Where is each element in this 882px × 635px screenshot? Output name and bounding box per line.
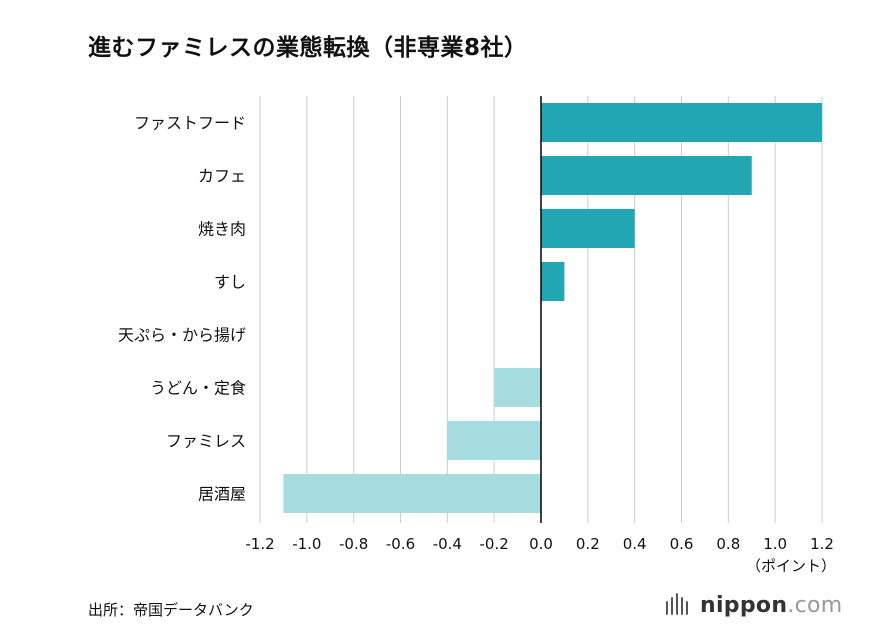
- x-unit-label: （ポイント）: [746, 557, 836, 575]
- x-tick-label: 1.2: [810, 535, 834, 553]
- bar: [541, 209, 635, 248]
- category-label: カフェ: [198, 167, 246, 186]
- x-tick-label: 0.0: [529, 535, 553, 553]
- chart-title: 進むファミレスの業態転換（非専業8社）: [88, 35, 528, 61]
- brand-name: nippon: [700, 593, 788, 618]
- bar: [541, 103, 822, 142]
- x-tick-label: -1.2: [245, 535, 274, 553]
- bar-chart: -1.2 -1.0 -0.8 -0.6 -0.4 -0.2 0.0 0.2 0.4 0.6 0.8 1…: [118, 96, 836, 575]
- x-tick-label: -0.2: [480, 535, 509, 553]
- category-label: ファストフード: [134, 114, 246, 133]
- x-tick-label: -0.6: [386, 535, 415, 553]
- x-tick-label: 0.4: [623, 535, 647, 553]
- bar: [541, 156, 752, 195]
- category-label: うどん・定食: [150, 379, 246, 398]
- category-label: 焼き肉: [198, 220, 246, 239]
- category-label: 天ぷら・から揚げ: [118, 326, 246, 345]
- bar: [283, 474, 541, 513]
- bar: [541, 262, 565, 301]
- x-tick-label: 0.6: [670, 535, 694, 553]
- source-note: 出所：帝国データバンク: [88, 601, 254, 619]
- x-tick-label: -0.4: [433, 535, 462, 553]
- category-label: 居酒屋: [198, 485, 246, 504]
- brand-mark-icon: [664, 592, 694, 617]
- brand-tld: .com: [787, 593, 843, 618]
- bar: [494, 368, 541, 407]
- category-label: すし: [214, 273, 246, 292]
- bar: [447, 421, 541, 460]
- category-label: ファミレス: [166, 432, 246, 451]
- x-tick-label: -0.8: [339, 535, 368, 553]
- brand-logo: nippon .com: [664, 592, 843, 618]
- x-tick-label: -1.0: [292, 535, 321, 553]
- x-tick-label: 0.8: [716, 535, 740, 553]
- x-tick-label: 1.0: [763, 535, 787, 553]
- x-tick-label: 0.2: [576, 535, 600, 553]
